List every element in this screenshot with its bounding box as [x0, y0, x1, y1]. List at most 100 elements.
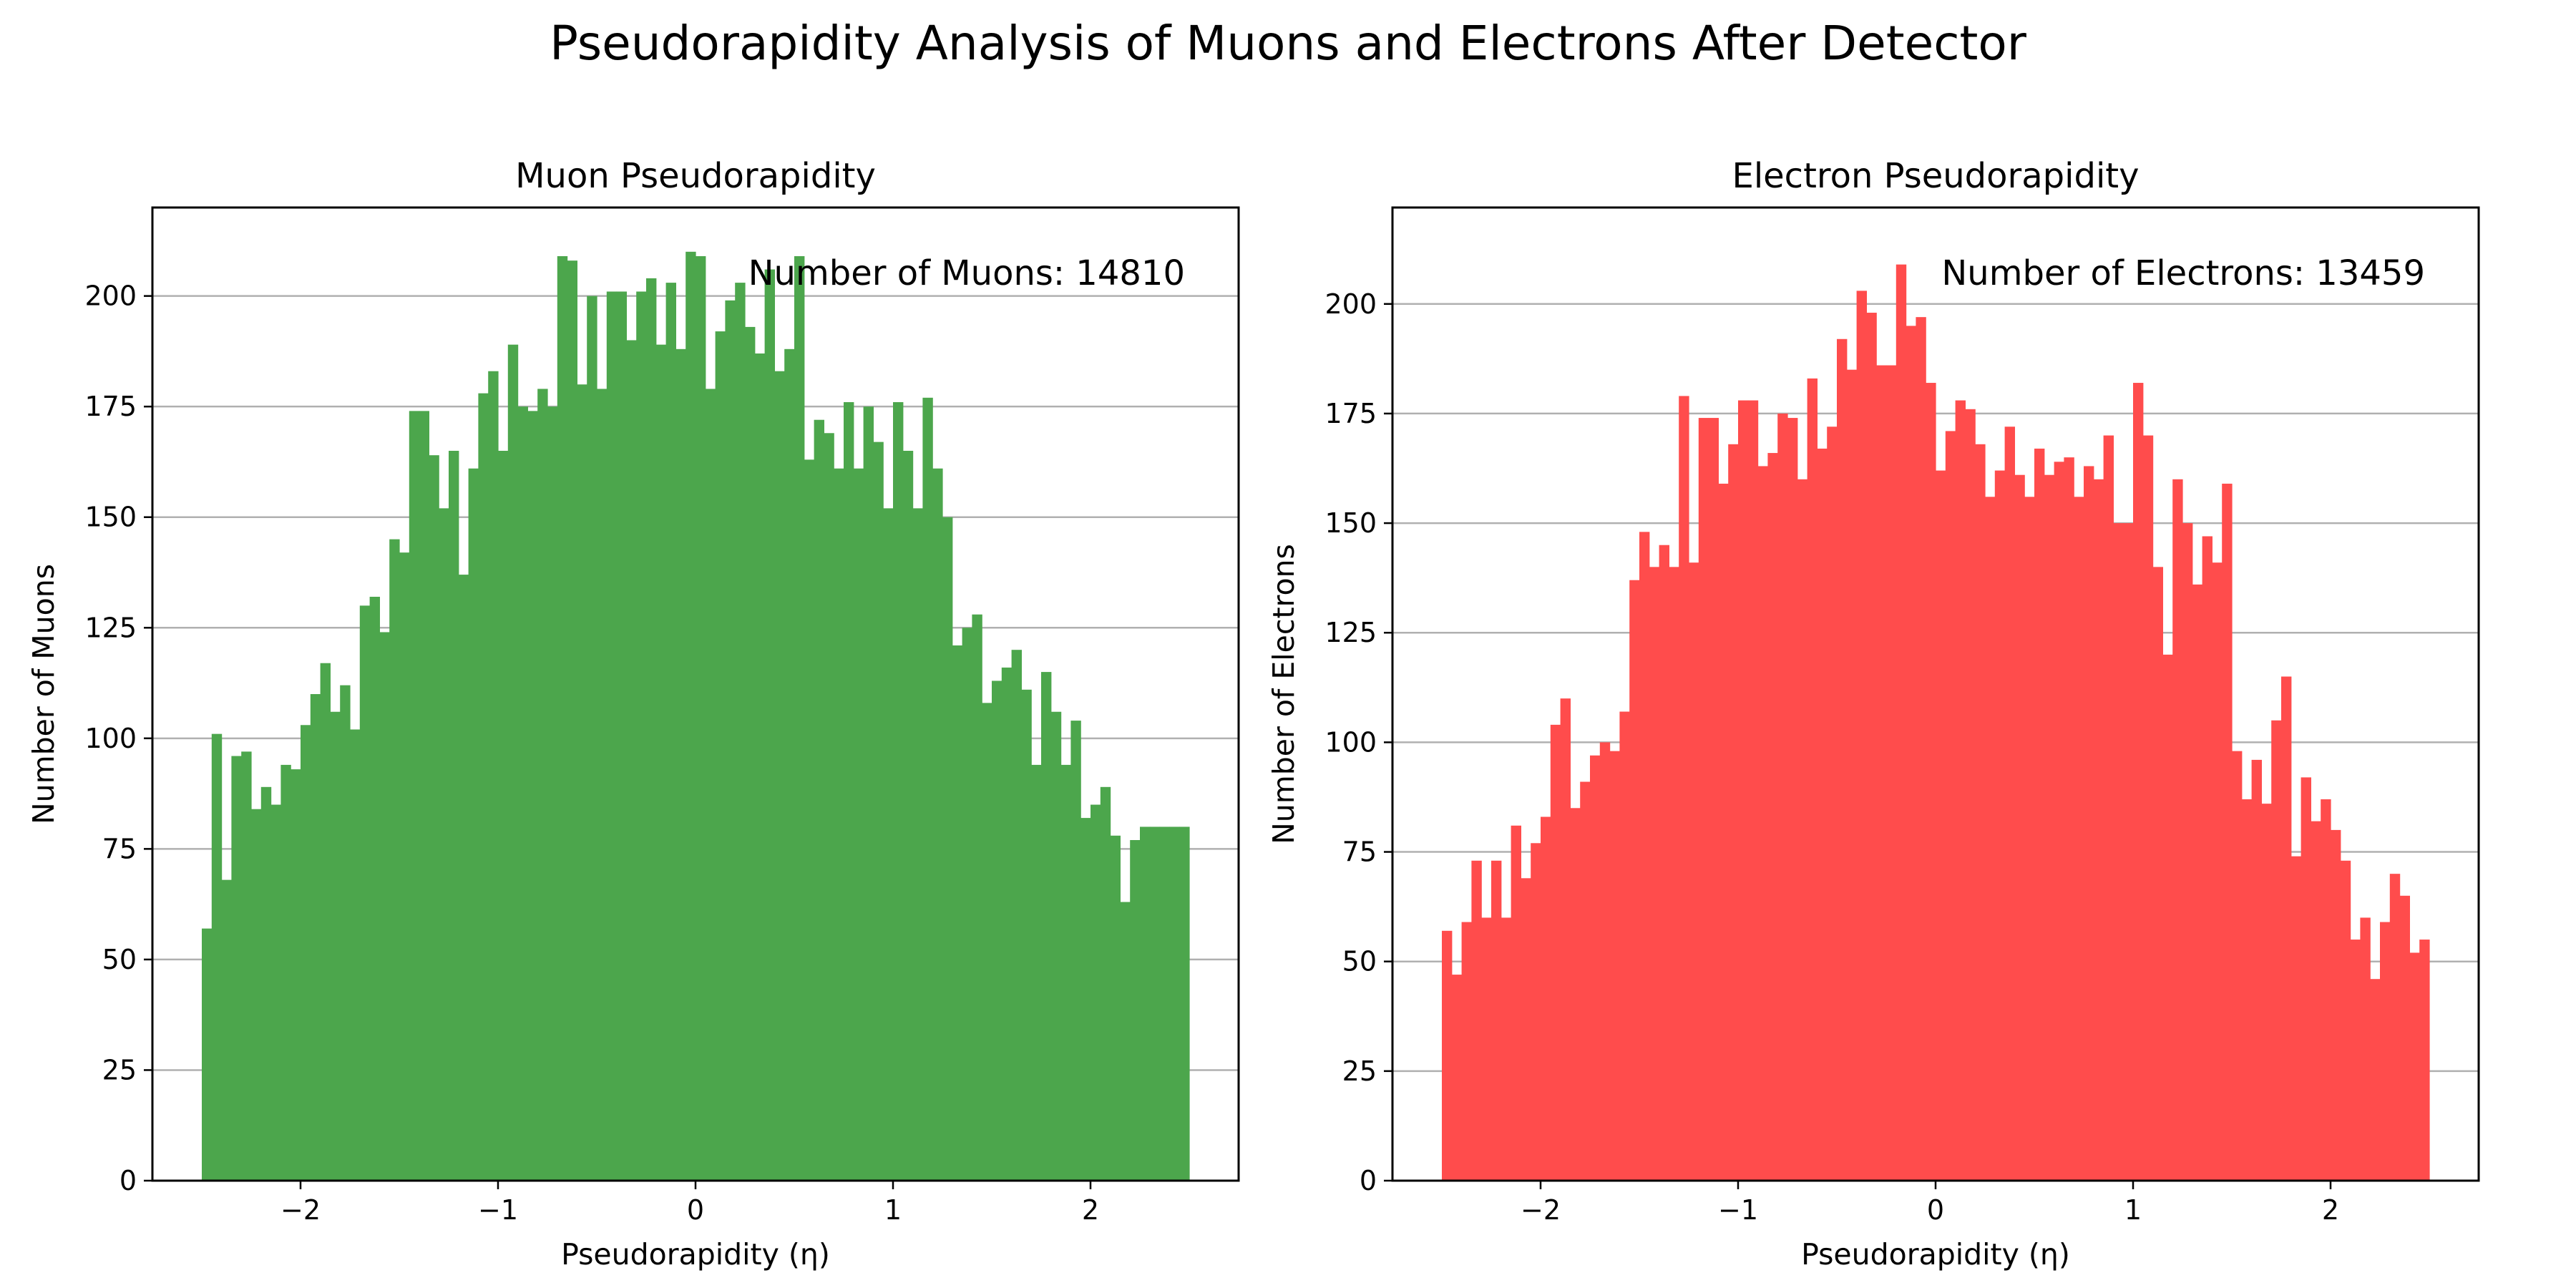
muon-bar [231, 756, 242, 1181]
muon-bar [350, 729, 361, 1181]
electron-bar [1501, 917, 1512, 1181]
electron-bar [2202, 536, 2212, 1181]
muon-bar [764, 269, 775, 1181]
muon-bar [902, 451, 914, 1181]
electron-bar [2152, 567, 2163, 1181]
muon-bar [1011, 650, 1022, 1181]
muon-bar [517, 406, 528, 1181]
muon-bar [458, 575, 469, 1181]
electron-bar [1994, 470, 2006, 1181]
electron-bar [2340, 860, 2351, 1181]
electron-bar [1817, 448, 1828, 1181]
electron-bar [2321, 799, 2331, 1181]
electron-bar [2261, 804, 2272, 1181]
muon-bar [211, 733, 223, 1181]
muon-bar [409, 411, 420, 1181]
muon-bar [675, 348, 686, 1181]
electron-bar [1590, 755, 1601, 1181]
muon-bar [429, 455, 439, 1181]
electron-bar [1491, 860, 1502, 1181]
electron-bar [1442, 930, 1453, 1181]
electron-bar [1906, 326, 1916, 1181]
electron-bar [1827, 426, 1838, 1181]
electron-x-tick-label: 1 [2124, 1194, 2142, 1226]
electron-bar [2251, 759, 2262, 1181]
muon-y-tick-label: 50 [102, 944, 137, 975]
muon-bar [665, 283, 676, 1181]
electron-bar [2162, 654, 2173, 1181]
electron-bar [1669, 567, 1679, 1181]
muon-bar [696, 256, 706, 1181]
muon-bar [655, 344, 667, 1181]
electron-bar [1767, 453, 1778, 1181]
electron-bar [2093, 479, 2104, 1181]
muon-y-tick-label: 200 [84, 280, 137, 312]
electron-bar [1866, 313, 1877, 1181]
electron-bar [2311, 821, 2321, 1181]
electron-y-axis-label: Number of Electrons [1267, 544, 1301, 844]
muon-bar [646, 278, 657, 1181]
muon-x-tick-label: 0 [687, 1194, 704, 1226]
muon-bar [567, 260, 577, 1181]
muon-bar [241, 751, 252, 1181]
muon-bar [1130, 840, 1141, 1181]
muon-x-axis-label: Pseudorapidity (η) [561, 1237, 830, 1272]
electron-bar [2301, 777, 2311, 1181]
muon-bar [844, 402, 854, 1181]
electron-bar [1619, 711, 1630, 1181]
muon-bar [301, 725, 311, 1181]
muon-bar [873, 441, 884, 1181]
muon-bar [507, 344, 519, 1181]
muon-bar [814, 419, 824, 1181]
muon-y-tick-label: 0 [119, 1165, 137, 1196]
muon-x-tick-label: 1 [884, 1194, 902, 1226]
electron-bar [1876, 365, 1887, 1181]
muon-bar [784, 348, 795, 1181]
muon-y-tick-label: 150 [84, 502, 137, 533]
muon-bar [912, 508, 923, 1181]
muon-bar [1050, 711, 1062, 1181]
muon-bar [1091, 804, 1101, 1181]
electron-bar [2399, 895, 2410, 1181]
muon-bar [992, 680, 1002, 1181]
muon-chart-title: Muon Pseudorapidity [515, 156, 876, 196]
muon-bar [972, 614, 982, 1181]
electron-bar [2222, 483, 2233, 1181]
electron-bar [2212, 562, 2223, 1181]
muon-y-axis-label: Number of Muons [26, 564, 61, 824]
muon-bar [260, 786, 272, 1181]
electron-bar [1757, 466, 1768, 1181]
muon-x-tick-label: −1 [478, 1194, 518, 1226]
muon-bar [1110, 835, 1121, 1181]
electron-bar [1481, 917, 1492, 1181]
electron-bar [2360, 917, 2371, 1181]
electron-bar [2103, 435, 2114, 1181]
electron-bar [1975, 444, 1986, 1181]
electron-y-tick-label: 0 [1360, 1165, 1377, 1196]
electron-x-tick-label: 0 [1927, 1194, 1944, 1226]
muon-bar [853, 468, 864, 1181]
electron-bar [1718, 483, 1729, 1181]
muon-bar [468, 468, 479, 1181]
muon-bar [330, 711, 341, 1181]
muon-bar [1031, 764, 1042, 1181]
electron-y-tick-label: 200 [1324, 288, 1377, 320]
muon-bar [804, 459, 815, 1181]
muon-bar [1080, 818, 1091, 1181]
electron-bar [2232, 751, 2243, 1181]
electron-bar [1629, 580, 1640, 1181]
electron-bar [2290, 856, 2302, 1181]
muon-x-tick-label: 2 [1082, 1194, 1099, 1226]
muon-bar [932, 468, 943, 1181]
electron-x-tick-label: −1 [1718, 1194, 1758, 1226]
muon-bar [439, 508, 449, 1181]
muon-bar [1159, 826, 1170, 1181]
muon-y-tick-label: 100 [84, 723, 137, 754]
muon-bar [537, 389, 548, 1181]
electron-bar [2370, 979, 2381, 1181]
electron-bar [1511, 825, 1521, 1181]
electron-bar [1609, 751, 1620, 1181]
electron-bar [2004, 426, 2015, 1181]
electron-bar [1461, 922, 1472, 1181]
